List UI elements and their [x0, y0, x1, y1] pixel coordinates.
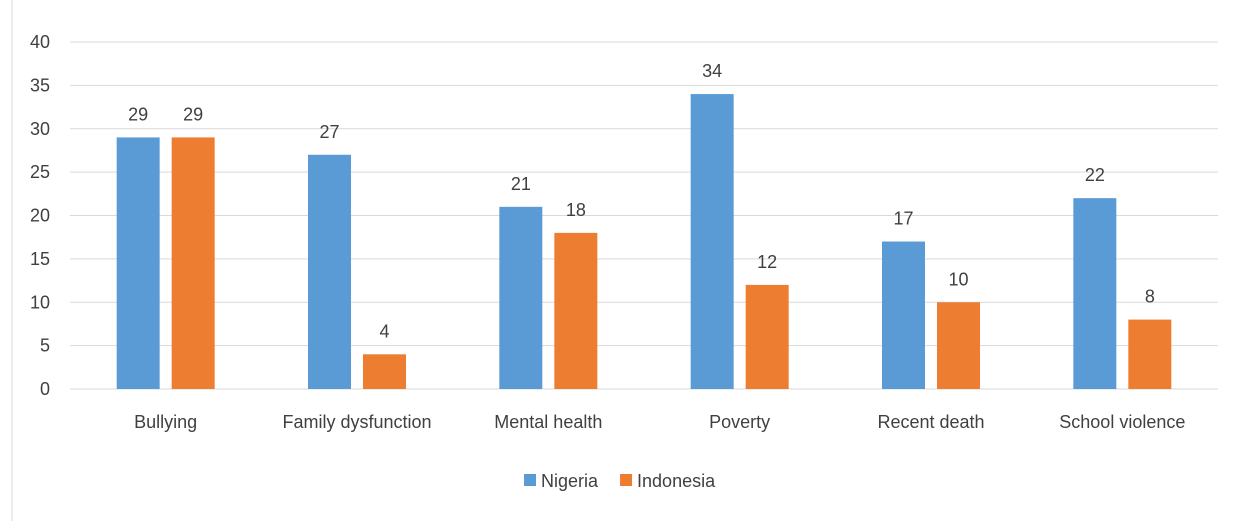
bar-nigeria-school-violence [1073, 198, 1117, 389]
data-label-indonesia-poverty: 12 [757, 252, 777, 272]
bar-nigeria-bullying [116, 137, 160, 389]
x-axis-ticks: Bullying Family dysfunction Mental health P… [134, 412, 1185, 432]
y-tick-label-0: 0 [40, 379, 50, 399]
data-label-nigeria-mental-health: 21 [511, 174, 531, 194]
x-tick-label-mental-health: Mental health [494, 412, 602, 432]
bar-indonesia-bullying [171, 137, 215, 389]
y-tick-label-30: 30 [30, 119, 50, 139]
data-label-nigeria-school-violence: 22 [1085, 165, 1105, 185]
y-tick-label-35: 35 [30, 75, 50, 95]
bars [116, 94, 1172, 390]
bar-indonesia-family-dysfunction [363, 354, 406, 389]
x-tick-label-recent-death: Recent death [877, 412, 984, 432]
y-tick-label-15: 15 [30, 249, 50, 269]
bar-nigeria-recent-death [882, 241, 925, 389]
bar-nigeria-poverty [690, 94, 734, 390]
y-tick-label-25: 25 [30, 162, 50, 182]
y-tick-label-40: 40 [30, 32, 50, 52]
y-axis-ticks: 0 5 10 15 20 25 30 35 40 [30, 32, 50, 399]
data-label-nigeria-recent-death: 17 [893, 209, 913, 229]
legend: Nigeria Indonesia [524, 471, 716, 491]
x-tick-label-school-violence: School violence [1059, 412, 1185, 432]
bar-nigeria-mental-health [499, 206, 543, 389]
bar-indonesia-school-violence [1128, 319, 1172, 389]
x-tick-label-family-dysfunction: Family dysfunction [282, 412, 431, 432]
data-label-indonesia-recent-death: 10 [948, 269, 968, 289]
bar-indonesia-mental-health [554, 232, 598, 389]
legend-swatch-indonesia [620, 474, 633, 486]
data-label-nigeria-family-dysfunction: 27 [319, 122, 339, 142]
bar-indonesia-recent-death [937, 302, 980, 389]
legend-swatch-nigeria [524, 474, 536, 486]
legend-label-indonesia: Indonesia [637, 471, 716, 491]
data-label-nigeria-bullying: 29 [128, 104, 148, 124]
data-label-nigeria-poverty: 34 [702, 61, 722, 81]
x-tick-label-poverty: Poverty [709, 412, 770, 432]
data-label-indonesia-family-dysfunction: 4 [379, 321, 389, 341]
data-label-indonesia-bullying: 29 [183, 104, 203, 124]
data-label-indonesia-mental-health: 18 [566, 200, 586, 220]
data-labels: 29 29 27 4 21 18 34 12 17 10 22 8 [128, 61, 1155, 341]
bar-nigeria-family-dysfunction [308, 154, 351, 389]
y-tick-label-10: 10 [30, 292, 50, 312]
data-label-indonesia-school-violence: 8 [1145, 287, 1155, 307]
y-tick-label-5: 5 [40, 336, 50, 356]
bar-indonesia-poverty [745, 284, 789, 389]
gridlines [70, 41, 1218, 390]
legend-label-nigeria: Nigeria [541, 471, 599, 491]
y-tick-label-20: 20 [30, 206, 50, 226]
x-tick-label-bullying: Bullying [134, 412, 197, 432]
